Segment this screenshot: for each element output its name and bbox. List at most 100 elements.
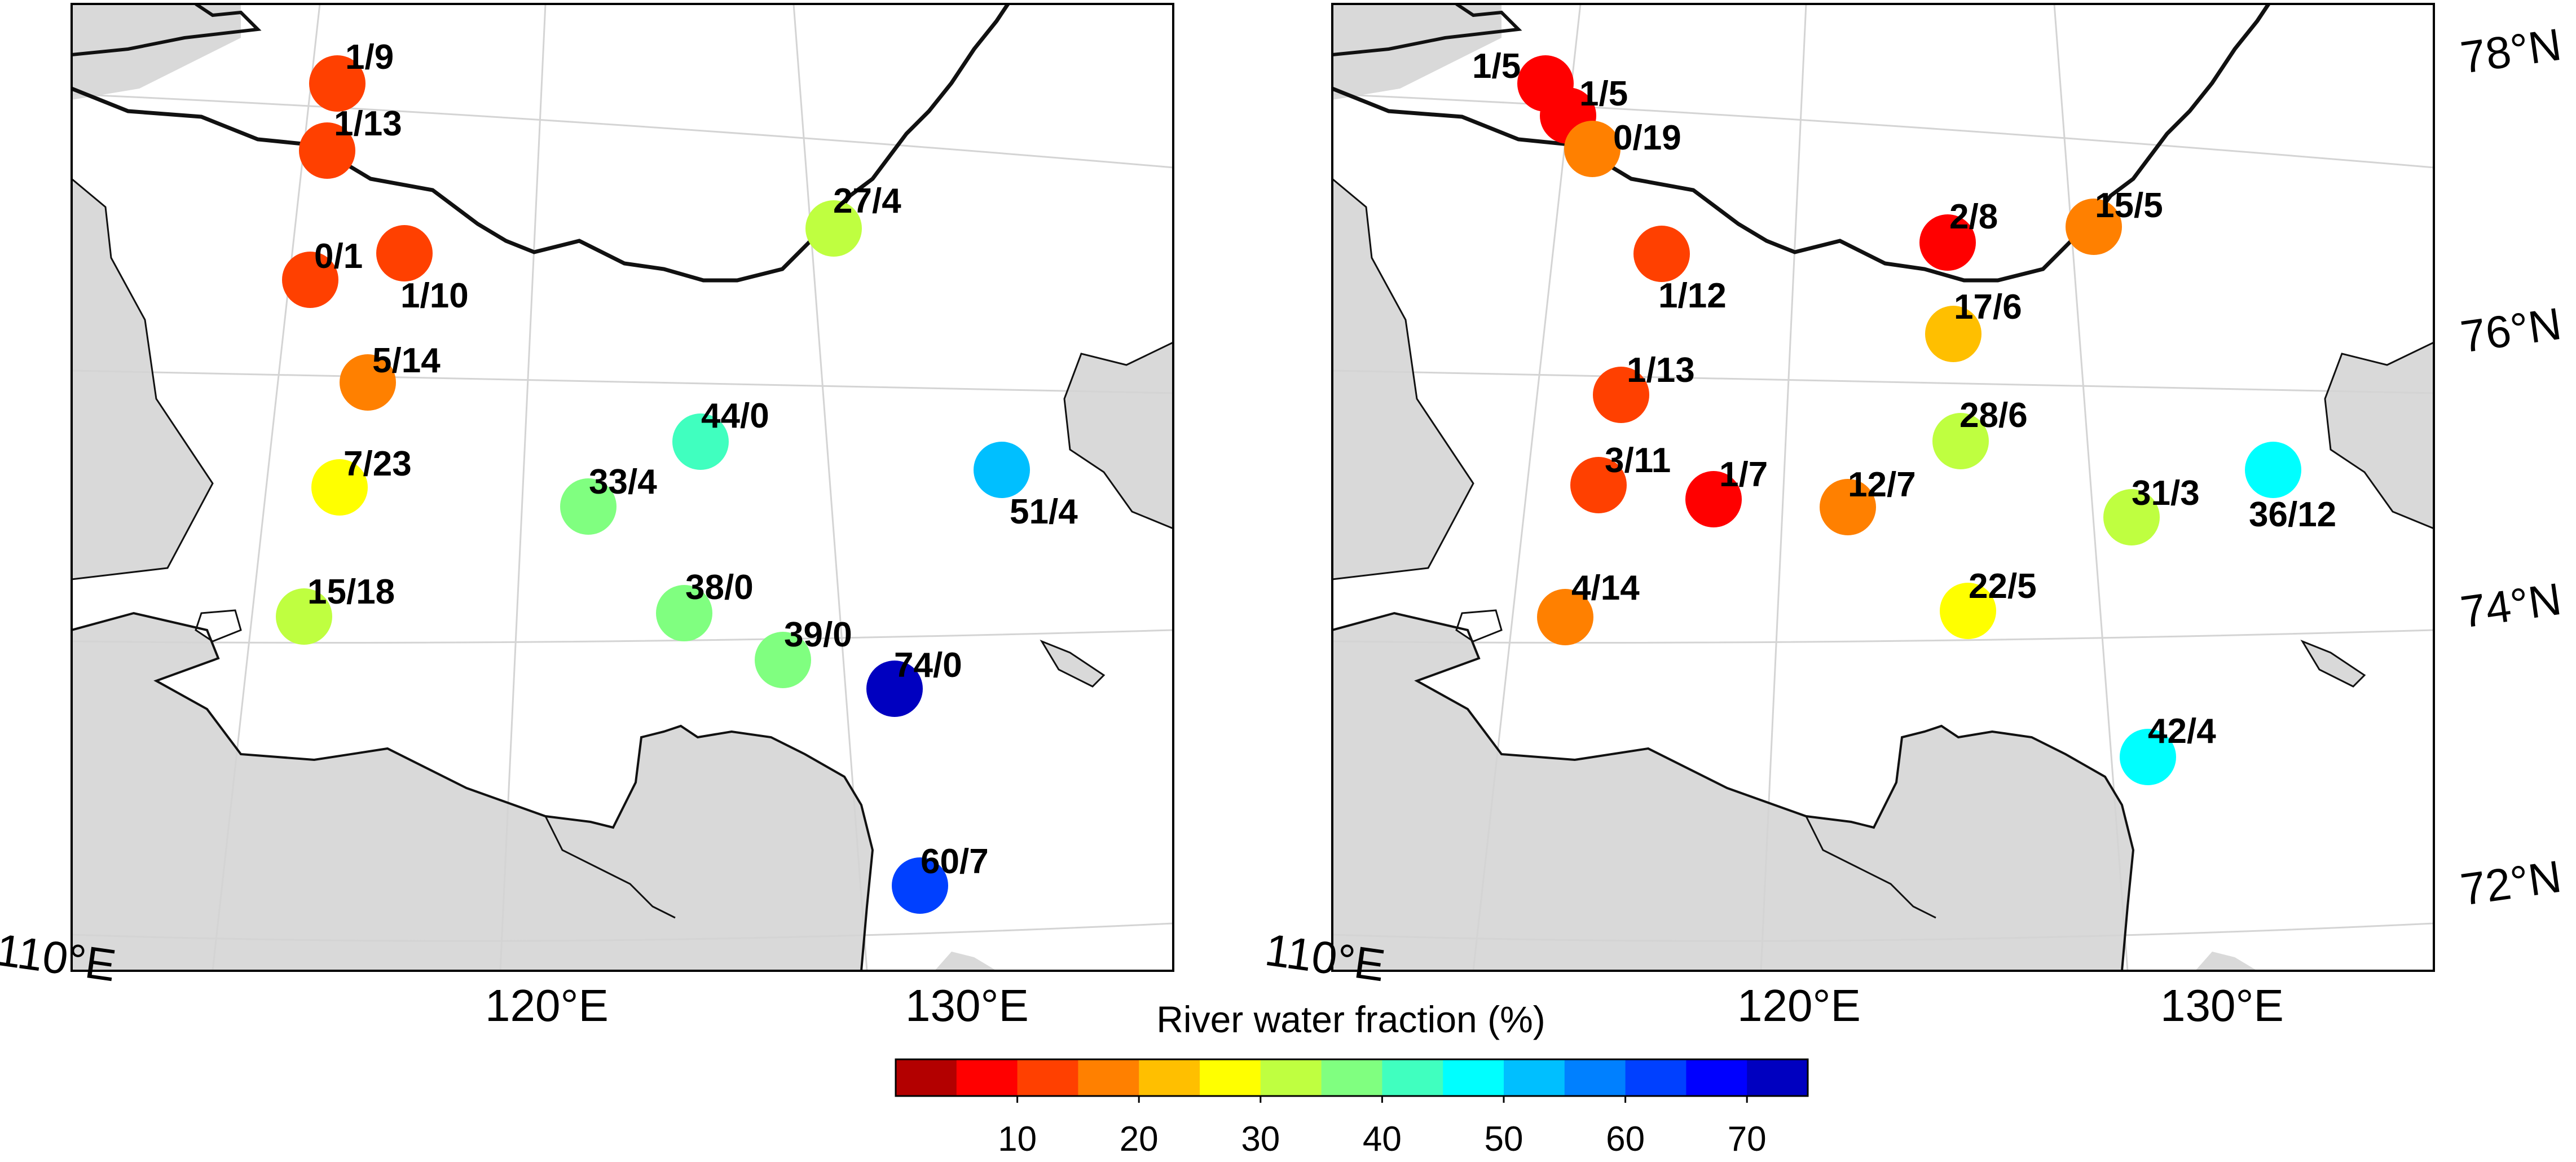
colorbar-tick-label: 30 — [1241, 1120, 1280, 1159]
latitude-label: 78°N — [2458, 19, 2564, 83]
colorbar-swatch — [1686, 1059, 1747, 1096]
map-panel-right: 1/5 1/5 0/19 1/12 2/8 15/5 17/6 1/13 28/6 3/11 1/7… — [1262, 3, 2564, 1031]
station-marker — [1940, 583, 1996, 639]
station-marker — [1925, 306, 1981, 362]
station-markers: 1/9 1/13 0/1 1/10 27/4 5/14 44/0 7/23 33/4 51/4 15… — [276, 38, 1078, 914]
colorbar-swatch — [1200, 1059, 1261, 1096]
latitude-label: 72°N — [2458, 851, 2564, 915]
station-marker — [1570, 457, 1627, 513]
station-marker — [2120, 729, 2176, 785]
colorbar-swatch — [1747, 1059, 1808, 1096]
station-marker — [311, 459, 368, 516]
colorbar-swatch — [1564, 1059, 1626, 1096]
station-label: 51/4 — [1010, 492, 1078, 531]
colorbar: River water fraction (%) 10 20 30 40 50 60 70 — [895, 998, 1809, 1159]
station-label: 3/11 — [1605, 441, 1671, 480]
station-marker — [866, 661, 923, 717]
latitude-label: 76°N — [2458, 298, 2564, 362]
station-label: 1/5 — [1472, 47, 1521, 86]
station-label: 36/12 — [2249, 495, 2336, 534]
station-label: 28/6 — [1959, 396, 2028, 435]
colorbar-swatch — [1260, 1059, 1322, 1096]
station-label: 1/10 — [400, 276, 469, 315]
station-marker — [656, 585, 712, 641]
station-label: 27/4 — [833, 182, 901, 221]
colorbar-swatch — [1625, 1059, 1686, 1096]
station-marker — [2245, 442, 2301, 498]
station-label: 12/7 — [1848, 465, 1916, 504]
longitude-label: 130°E — [905, 980, 1029, 1031]
station-marker — [1593, 367, 1649, 423]
station-label: 2/8 — [1949, 197, 1998, 236]
colorbar-tick-label: 50 — [1485, 1120, 1523, 1159]
station-marker — [1919, 214, 1976, 271]
station-marker — [376, 225, 433, 281]
colorbar-swatch — [896, 1059, 957, 1096]
colorbar-ticks: 10 20 30 40 50 60 70 — [998, 1096, 1767, 1159]
colorbar-tick-label: 40 — [1363, 1120, 1402, 1159]
station-label: 44/0 — [701, 397, 769, 435]
station-label: 22/5 — [1969, 567, 2037, 606]
map-frame — [1331, 3, 2435, 972]
station-label: 7/23 — [344, 444, 412, 483]
colorbar-swatch — [1443, 1059, 1504, 1096]
colorbar-tick-label: 10 — [998, 1120, 1037, 1159]
colorbar-swatch — [1504, 1059, 1565, 1096]
station-label: 5/14 — [372, 341, 441, 380]
station-label: 42/4 — [2148, 712, 2216, 751]
station-label: 1/5 — [1579, 74, 1628, 113]
station-marker — [672, 413, 729, 470]
station-label: 1/13 — [334, 104, 402, 143]
station-marker — [1633, 226, 1690, 282]
station-markers: 1/5 1/5 0/19 1/12 2/8 15/5 17/6 1/13 28/6 3/11 1/7… — [1472, 47, 2336, 785]
station-label: 1/12 — [1658, 276, 1727, 315]
colorbar-tick-label: 70 — [1728, 1120, 1767, 1159]
colorbar-title: River water fraction (%) — [1156, 998, 1545, 1040]
colorbar-swatch — [1321, 1059, 1382, 1096]
station-label: 74/0 — [894, 646, 962, 685]
colorbar-tick-label: 60 — [1606, 1120, 1645, 1159]
station-marker — [1685, 471, 1742, 527]
longitude-label: 120°E — [485, 980, 609, 1031]
station-label: 39/0 — [784, 615, 852, 654]
longitude-label: 120°E — [1737, 980, 1861, 1031]
station-marker — [282, 252, 338, 308]
station-label: 1/7 — [1719, 455, 1768, 494]
map-frame — [71, 3, 1174, 972]
station-marker — [1820, 479, 1876, 535]
station-marker — [755, 632, 811, 688]
station-marker — [805, 200, 862, 257]
map-panel-left: 1/9 1/13 0/1 1/10 27/4 5/14 44/0 7/23 33/4 51/4 15… — [0, 3, 1174, 1031]
colorbar-swatch — [1017, 1059, 1078, 1096]
station-label: 15/18 — [307, 573, 395, 611]
station-label: 31/3 — [2132, 474, 2200, 513]
station-label: 1/9 — [345, 38, 394, 77]
station-marker — [560, 478, 617, 535]
station-marker — [299, 122, 355, 179]
longitude-label: 130°E — [2160, 980, 2284, 1031]
station-marker — [276, 588, 332, 645]
latitude-label: 74°N — [2458, 574, 2564, 637]
colorbar-swatch — [1382, 1059, 1443, 1096]
colorbar-swatches — [896, 1059, 1808, 1096]
station-marker — [2103, 489, 2160, 545]
station-marker — [1932, 413, 1989, 469]
colorbar-frame — [895, 1058, 1809, 1097]
station-marker — [1537, 589, 1593, 645]
station-marker — [2066, 199, 2122, 255]
colorbar-swatch — [956, 1059, 1018, 1096]
station-marker — [892, 857, 948, 914]
station-marker — [340, 354, 396, 411]
colorbar-swatch — [1078, 1059, 1139, 1096]
colorbar-tick-label: 20 — [1120, 1120, 1159, 1159]
station-marker — [309, 55, 366, 112]
station-label: 1/13 — [1627, 351, 1695, 390]
station-marker — [1564, 121, 1621, 177]
station-label: 33/4 — [589, 463, 657, 501]
station-marker — [974, 442, 1030, 498]
colorbar-swatch — [1139, 1059, 1200, 1096]
station-label: 0/19 — [1613, 118, 1681, 157]
latitude-labels: 78°N 76°N 74°N 72°N — [2458, 19, 2564, 915]
station-label: 60/7 — [921, 842, 989, 881]
